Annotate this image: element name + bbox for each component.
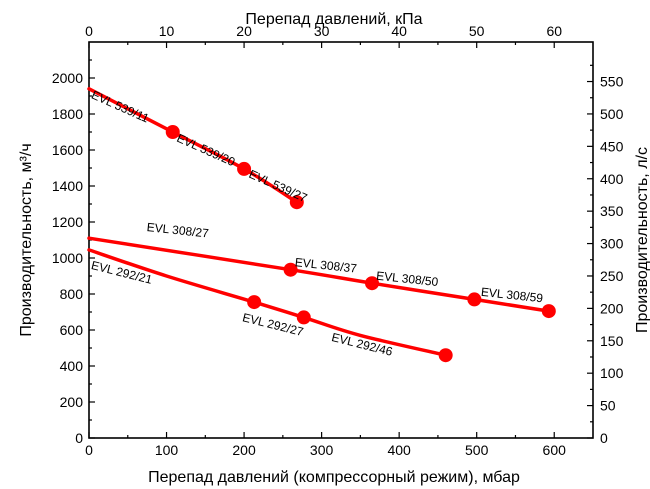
x-top-tick-label: 20: [236, 23, 252, 39]
data-point: [165, 125, 180, 139]
x-top-tick-label: 0: [85, 23, 93, 39]
y-left-tick-label: 1000: [52, 250, 83, 266]
x-top-tick-label: 30: [314, 23, 330, 39]
lines-layer: [87, 87, 551, 357]
x-bottom-tick-label: 400: [387, 442, 411, 458]
x-axis-title-top: Перепад давлений, кПа: [245, 11, 422, 28]
points-layer: [165, 125, 556, 363]
data-point: [247, 295, 262, 310]
plot-frame: [88, 41, 594, 439]
data-point: [467, 292, 482, 307]
y-right-tick-label: 300: [600, 236, 624, 252]
model-label: EVL 539/20: [175, 131, 238, 169]
data-point: [237, 161, 252, 176]
y-left-tick-label: 0: [75, 430, 83, 446]
series-line: [87, 248, 448, 357]
y-left-tick-label: 600: [60, 322, 84, 338]
data-point: [283, 262, 298, 277]
y-left-tick-label: 1400: [52, 178, 83, 194]
x-bottom-tick-label: 0: [85, 442, 93, 458]
x-bottom-tick-label: 100: [155, 442, 179, 458]
model-label: EVL 308/59: [480, 285, 544, 305]
y-left-tick-label: 1600: [52, 142, 83, 158]
x-bottom-tick-label: 600: [543, 442, 567, 458]
y-right-tick-label: 500: [600, 106, 624, 122]
x-bottom-tick-label: 200: [232, 442, 256, 458]
model-label: EVL 308/27: [146, 220, 210, 240]
y-axis-title-right: Производительность, л/с: [634, 147, 650, 333]
y-right-tick-label: 350: [600, 203, 624, 219]
y-left-tick-label: 200: [60, 394, 84, 410]
y-axis-title-left: Производительность, м³/ч: [18, 143, 35, 336]
x-top-tick-label: 40: [391, 23, 407, 39]
y-right-tick-label: 100: [600, 365, 624, 381]
y-left-tick-label: 1800: [52, 106, 83, 122]
y-left-tick-label: 2000: [52, 70, 83, 86]
y-left-tick-label: 800: [60, 286, 84, 302]
x-top-tick-label: 10: [159, 23, 175, 39]
y-left-tick-label: 1200: [52, 214, 83, 230]
y-right-tick-label: 0: [600, 430, 608, 446]
y-left-tick-label: 400: [60, 358, 84, 374]
model-label: EVL 308/37: [294, 255, 358, 275]
data-point: [438, 348, 453, 363]
data-point: [365, 276, 380, 291]
data-point: [289, 195, 304, 210]
series-line: [87, 87, 299, 204]
axes-layer: [88, 41, 594, 439]
y-right-tick-label: 550: [600, 74, 624, 90]
model-label: EVL 539/11: [89, 88, 151, 126]
model-label: EVL 539/27: [247, 167, 310, 205]
series-line: [87, 236, 551, 313]
x-axis-title-bottom: Перепад давлений (компрессорный режим), …: [148, 469, 520, 486]
x-bottom-tick-label: 500: [465, 442, 489, 458]
data-point: [296, 310, 311, 325]
y-right-tick-label: 450: [600, 138, 624, 154]
x-top-tick-label: 50: [469, 23, 485, 39]
x-bottom-tick-label: 300: [310, 442, 334, 458]
x-top-tick-label: 60: [546, 23, 562, 39]
y-right-tick-label: 150: [600, 333, 624, 349]
y-right-tick-label: 200: [600, 300, 624, 316]
y-right-tick-label: 400: [600, 171, 624, 187]
y-right-tick-label: 50: [600, 398, 616, 414]
y-right-tick-label: 250: [600, 268, 624, 284]
model-label: EVL 308/50: [376, 269, 440, 289]
data-point: [541, 304, 556, 319]
